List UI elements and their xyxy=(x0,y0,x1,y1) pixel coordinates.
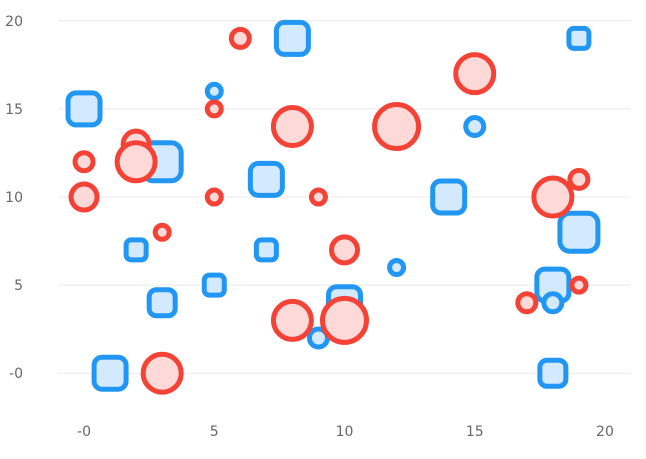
squares-point[interactable] xyxy=(537,357,569,389)
squares-point[interactable] xyxy=(557,210,601,254)
squares-point[interactable] xyxy=(146,287,178,319)
squares-point[interactable] xyxy=(247,160,285,198)
squares-point[interactable] xyxy=(253,237,279,263)
squares-point[interactable] xyxy=(65,90,103,128)
y-tick-label: -0 xyxy=(9,366,23,382)
squares-point[interactable] xyxy=(91,354,129,392)
blue-circles-point[interactable] xyxy=(204,81,224,101)
x-tick-label: 20 xyxy=(596,424,614,440)
red-circles-point[interactable] xyxy=(152,222,172,242)
red-circles-point[interactable] xyxy=(270,105,314,149)
data-marks xyxy=(65,19,601,395)
squares-point[interactable] xyxy=(123,237,149,263)
red-circles-point[interactable] xyxy=(72,150,96,174)
squares-point[interactable] xyxy=(201,272,227,298)
red-circles-point[interactable] xyxy=(569,275,589,295)
red-circles-point[interactable] xyxy=(567,167,591,191)
blue-circles-point[interactable] xyxy=(541,291,565,315)
blue-circles-point[interactable] xyxy=(463,115,487,139)
y-tick-label: 15 xyxy=(5,102,23,118)
squares-point[interactable] xyxy=(273,19,311,57)
y-tick-label: 20 xyxy=(5,14,23,30)
x-tick-label: 15 xyxy=(466,424,484,440)
red-circles-point[interactable] xyxy=(204,99,224,119)
red-circles-point[interactable] xyxy=(320,295,369,345)
squares-point[interactable] xyxy=(566,25,592,51)
red-circles-point[interactable] xyxy=(515,291,539,315)
red-circles-point[interactable] xyxy=(114,140,158,184)
x-tick-label: 10 xyxy=(336,424,354,440)
y-tick-label: 10 xyxy=(5,190,23,206)
red-circles-point[interactable] xyxy=(68,181,100,213)
axis-ticks: -0 5 10 15 20 -0 5 10 15 20 xyxy=(5,14,614,440)
blue-circles-point[interactable] xyxy=(387,258,407,278)
red-circles-point[interactable] xyxy=(531,175,575,219)
blue-circles-point[interactable] xyxy=(306,326,330,350)
red-circles-point[interactable] xyxy=(228,26,252,50)
red-circles-point[interactable] xyxy=(204,187,224,207)
y-tick-label: 5 xyxy=(14,278,23,294)
x-tick-label: 5 xyxy=(210,424,219,440)
red-circles-point[interactable] xyxy=(329,234,360,266)
red-circles-point[interactable] xyxy=(270,298,314,342)
red-circles-point[interactable] xyxy=(308,187,328,207)
red-circles-point[interactable] xyxy=(453,52,497,96)
x-tick-label: -0 xyxy=(77,424,91,440)
squares-point[interactable] xyxy=(430,178,468,216)
red-circles-point[interactable] xyxy=(140,351,184,395)
red-circles-point[interactable] xyxy=(372,102,422,152)
